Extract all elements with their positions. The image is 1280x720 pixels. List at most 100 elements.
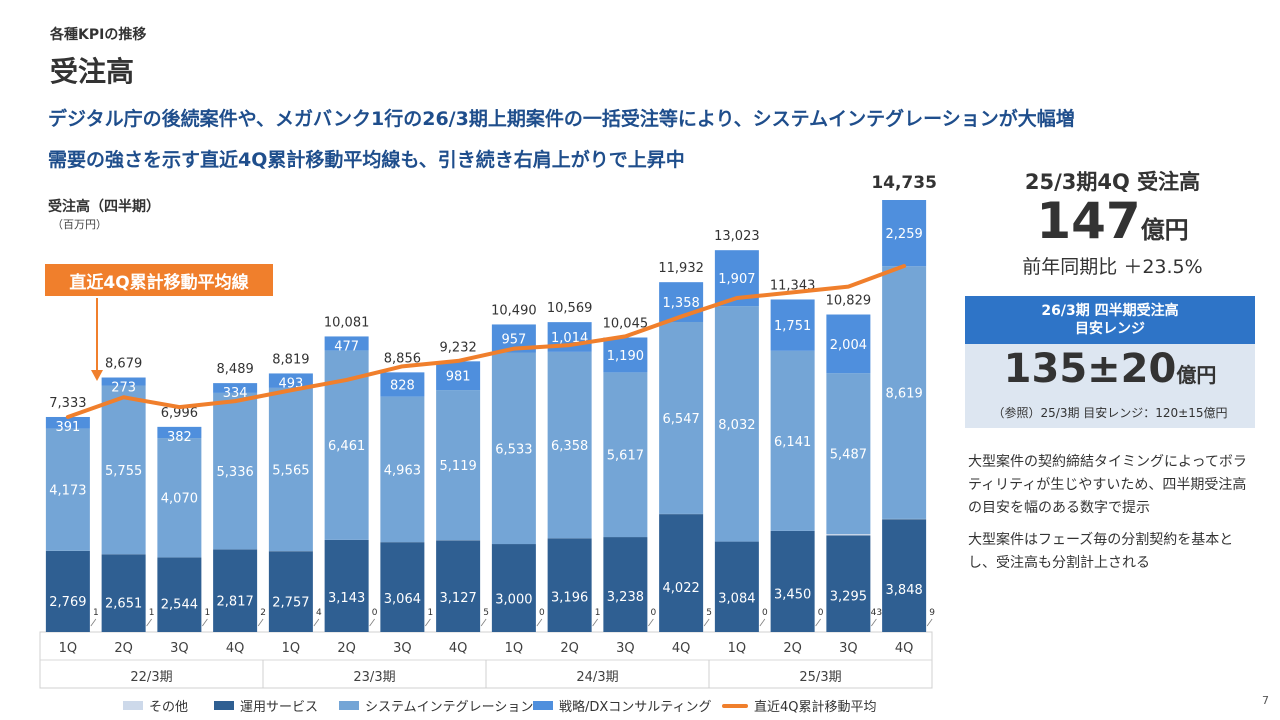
segment-label: 1,751 (774, 319, 811, 334)
bar-segment (157, 557, 202, 632)
x-tick-label: 2Q (337, 641, 356, 656)
x-tick-label: 1Q (59, 641, 78, 656)
segment-label: 6,141 (774, 435, 811, 450)
legend-line-ma (722, 703, 748, 708)
total-label: 8,679 (105, 357, 142, 372)
other-label: 4 (316, 608, 322, 618)
quarter-order-value: 147億円 (975, 192, 1250, 250)
quarter-order-title: 25/3期4Q 受注高 (1024, 170, 1201, 194)
guide-range-number: 135±20 (1003, 346, 1177, 392)
chart-legend: その他 運用サービス システムインテグレーション 戦略/DXコンサルティング 直… (0, 696, 1280, 716)
page-title: 受注高 (50, 55, 135, 88)
fiscal-year-label: 22/3期 (130, 670, 172, 685)
total-label: 8,489 (217, 362, 254, 377)
legend-item-ma: 直近4Q累計移動平均 (722, 696, 877, 715)
segment-label: 4,173 (49, 484, 86, 499)
other-label: 5 (706, 608, 712, 618)
total-label: 10,569 (547, 301, 593, 316)
bar-segment (45, 550, 90, 632)
headline-2: 需要の強さを示す直近4Q累計移動平均線も、引き続き右肩上がりで上昇中 (48, 149, 685, 171)
legend-label-dx: 戦略/DXコンサルティング (559, 700, 712, 715)
x-tick-label: 4Q (672, 641, 691, 656)
note-volatility: 大型案件の契約締結タイミングによってボラティリティが生じやすいため、四半期受注高… (968, 454, 1247, 516)
other-label: 9 (929, 608, 935, 618)
bar-segment (714, 306, 759, 542)
total-label: 11,932 (658, 261, 704, 276)
total-label: 10,490 (491, 303, 537, 318)
page-number: 7 (1262, 694, 1269, 707)
other-label: 2 (260, 608, 266, 618)
bar-segment (603, 537, 648, 632)
bar-segment (491, 544, 536, 632)
x-tick-label: 3Q (616, 641, 635, 656)
total-label: 9,232 (440, 340, 477, 355)
total-label: 8,819 (272, 352, 309, 367)
other-label: 43 (871, 608, 882, 618)
segment-label: 477 (334, 339, 359, 354)
bar-segment (770, 350, 815, 531)
other-leader (90, 618, 97, 627)
bar-segment (45, 416, 90, 429)
other-label: 1 (93, 608, 99, 618)
bar-segment (380, 396, 425, 543)
total-label: 10,081 (324, 315, 370, 330)
segment-label: 2,651 (105, 596, 142, 611)
x-tick-label: 3Q (393, 641, 412, 656)
segment-label: 1,358 (663, 296, 700, 311)
x-tick-label: 2Q (783, 641, 802, 656)
bar-segment (213, 392, 258, 550)
segment-label: 5,617 (607, 449, 644, 464)
guide-range-unit: 億円 (1176, 363, 1217, 387)
bar-segment (157, 438, 202, 558)
bar-segment (826, 373, 871, 535)
other-leader (146, 618, 152, 627)
bar-segment (770, 530, 815, 632)
segment-label: 8,032 (718, 418, 755, 433)
segment-label: 3,450 (774, 588, 811, 603)
moving-average-callout: 直近4Q累計移動平均線 (45, 264, 273, 296)
other-label: 0 (372, 608, 378, 618)
segment-label: 3,127 (440, 591, 477, 606)
bar-segment (101, 554, 146, 632)
other-label: 0 (818, 608, 824, 618)
bar-segment (826, 314, 871, 374)
segment-label: 5,755 (105, 464, 142, 479)
bar-segment (659, 514, 704, 632)
bar-segment (45, 428, 90, 551)
bar-segment (268, 387, 313, 552)
total-label: 10,829 (826, 294, 872, 309)
bar-segment (826, 534, 871, 536)
segment-label: 3,064 (384, 592, 421, 607)
other-leader (480, 618, 487, 627)
other-leader (202, 618, 208, 627)
section-kicker: 各種KPIの推移 (50, 27, 147, 43)
bar-segment (324, 539, 369, 632)
bar-segment (491, 352, 536, 545)
x-tick-label: 4Q (449, 641, 468, 656)
bar-segment (213, 549, 258, 632)
bar-segment (268, 551, 313, 632)
fiscal-year-label: 25/3期 (799, 670, 841, 685)
bar-segment (213, 383, 258, 393)
legend-swatch-si (339, 701, 359, 710)
bar-segment (826, 535, 871, 632)
guide-range-value: 135±20億円 (965, 346, 1255, 392)
bar-segment (324, 336, 369, 351)
other-leader (648, 618, 654, 627)
yoy-growth: 前年同期比 ＋23.5% (1022, 256, 1203, 278)
segment-label: 828 (390, 378, 415, 393)
segment-label: 5,119 (440, 459, 477, 474)
segment-label: 4,022 (663, 581, 700, 596)
other-leader (703, 618, 710, 627)
segment-label: 382 (167, 430, 192, 445)
callout-arrow-head (91, 370, 103, 381)
bar-segment (436, 361, 481, 391)
segment-label: 2,817 (217, 595, 254, 610)
other-leader (425, 618, 431, 627)
segment-label: 3,196 (551, 590, 588, 605)
segment-label: 3,000 (495, 593, 532, 608)
x-tick-label: 1Q (282, 641, 301, 656)
quarter-order-unit: 億円 (1140, 216, 1189, 244)
other-label: 0 (651, 608, 657, 618)
y-axis-label: 受注高（四半期） (48, 199, 160, 215)
